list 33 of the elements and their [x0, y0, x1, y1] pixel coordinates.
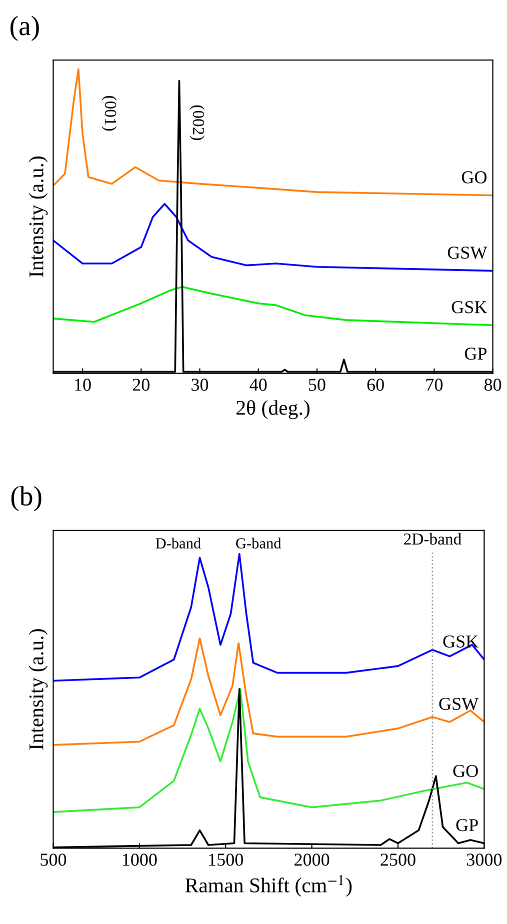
ref-line-label: 2D-band — [404, 532, 462, 545]
x-tick-label: 60 — [367, 378, 384, 391]
x-axis-title: Raman Shift (cm$^{−1}$) — [185, 875, 352, 897]
x-tick-label: 2500 — [380, 854, 416, 866]
text: G-band — [236, 538, 282, 549]
y-axis-title: Intensity (a.u.) — [28, 629, 48, 750]
series-label: GO — [462, 171, 487, 184]
chart-title: (a) — [10, 16, 39, 41]
x-tick-label: 500 — [40, 854, 66, 866]
annotation: (002) — [190, 105, 205, 140]
x-tick-label: 40 — [250, 378, 267, 391]
series-label: GO — [453, 764, 478, 778]
chart-title: (b) — [11, 486, 42, 512]
x-tick-label: 80 — [484, 378, 502, 391]
x-tick-label: 10 — [75, 378, 91, 391]
x-tick-label: 1500 — [209, 854, 243, 866]
x-tick-label: 3000 — [466, 854, 502, 866]
x-tick-label: 50 — [309, 378, 326, 391]
x-tick-label: 30 — [192, 378, 208, 391]
series-label: GP — [464, 348, 487, 360]
x-tick-label: 70 — [426, 378, 443, 391]
series-label: GP — [456, 819, 478, 832]
text: D-band — [156, 538, 201, 549]
x-tick-label: 1000 — [122, 854, 157, 866]
x-axis-title: 2θ (deg.) — [236, 400, 310, 420]
series-label: GSK — [443, 635, 478, 648]
x-tick-label: 20 — [132, 378, 150, 391]
series-label: GSW — [448, 246, 488, 259]
series-label: GSK — [452, 301, 488, 314]
series-label: GSW — [439, 698, 479, 710]
y-axis-title: Intensity (a.u.) — [28, 156, 48, 277]
annotation: (001) — [102, 96, 117, 131]
x-tick-label: 2000 — [294, 854, 330, 866]
